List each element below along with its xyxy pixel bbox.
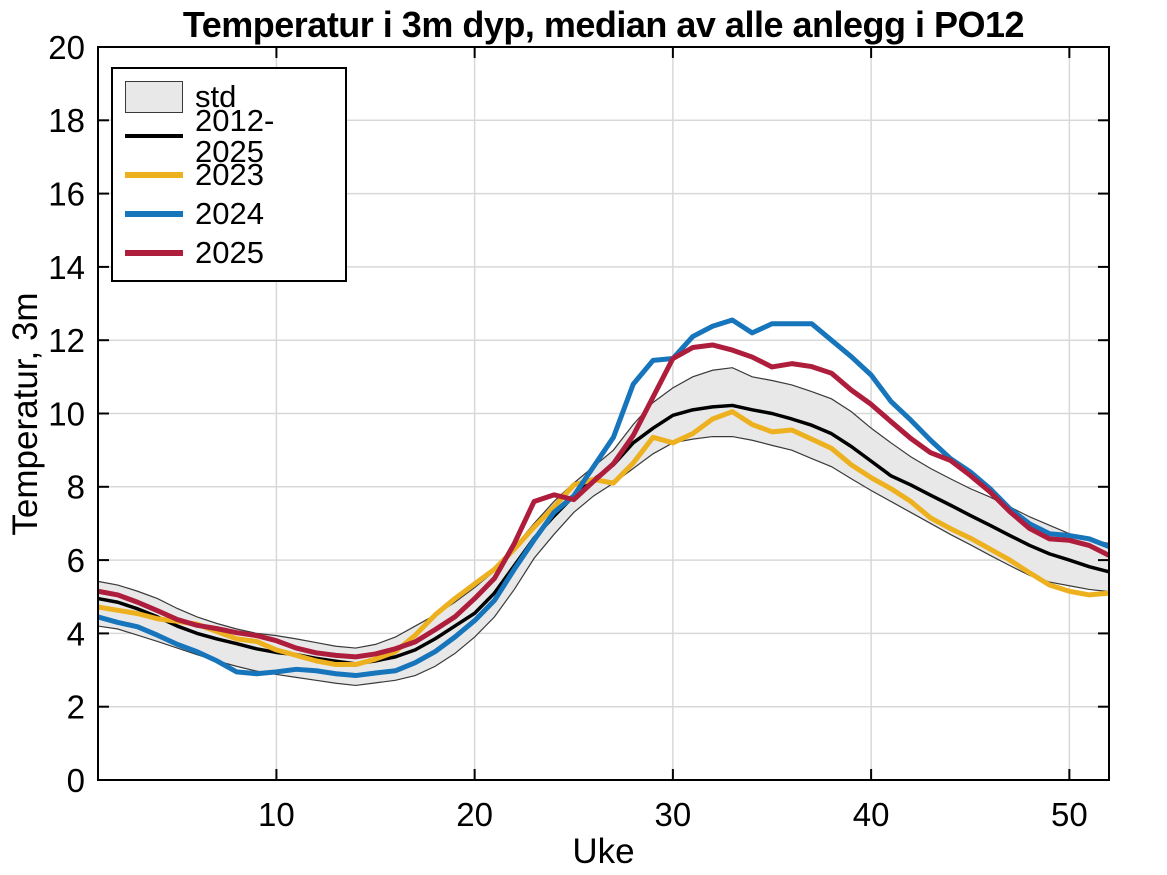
- x-tick-label: 50: [1051, 796, 1088, 833]
- std-band-upper-edge: [97, 367, 1110, 649]
- std-band: [98, 367, 1109, 686]
- x-tick-label: 10: [258, 796, 295, 833]
- legend-item-std: std: [125, 77, 337, 116]
- legend-label: 2024: [195, 196, 264, 231]
- series-line-2025: [97, 342, 1111, 660]
- legend: std 2012-2025 2023 2024 2025: [111, 67, 347, 282]
- legend-item-2025: 2025: [125, 233, 337, 272]
- x-tick-label: 30: [655, 796, 692, 833]
- y-tick-label: 14: [48, 249, 85, 286]
- legend-label: 2023: [195, 157, 264, 192]
- line-2023-swatch: [125, 171, 183, 178]
- y-tick-label: 16: [48, 175, 85, 212]
- legend-label: std: [195, 79, 237, 114]
- y-tick-label: 8: [67, 469, 85, 506]
- line-2024-swatch: [125, 210, 183, 217]
- series-line-2024: [97, 317, 1110, 679]
- y-tick-label: 2: [67, 689, 85, 726]
- y-tick-label: 4: [67, 615, 85, 652]
- legend-item-2024: 2024: [125, 194, 337, 233]
- legend-label: 2025: [195, 235, 264, 270]
- x-tick-label: 20: [456, 796, 493, 833]
- y-tick-label: 0: [67, 762, 85, 799]
- legend-label: 2012-2025: [195, 102, 275, 169]
- median-line-swatch: [125, 133, 183, 138]
- y-tick-label: 12: [48, 322, 85, 359]
- line-2025-swatch: [125, 249, 183, 256]
- chart-title: Temperatur i 3m dyp, median av alle anle…: [182, 4, 1025, 45]
- std-band-swatch: [125, 80, 183, 113]
- x-axis-label: Uke: [572, 832, 635, 871]
- series-line-2023: [97, 409, 1110, 668]
- y-tick-label: 18: [48, 102, 85, 139]
- y-tick-label: 10: [48, 395, 85, 432]
- y-tick-label: 20: [48, 29, 85, 66]
- legend-item-2023: 2023: [125, 155, 337, 194]
- y-axis-label: Temperatur, 3m: [6, 292, 45, 536]
- y-tick-label: 6: [67, 542, 85, 579]
- x-tick-label: 40: [853, 796, 890, 833]
- legend-item-median: 2012-2025: [125, 105, 337, 167]
